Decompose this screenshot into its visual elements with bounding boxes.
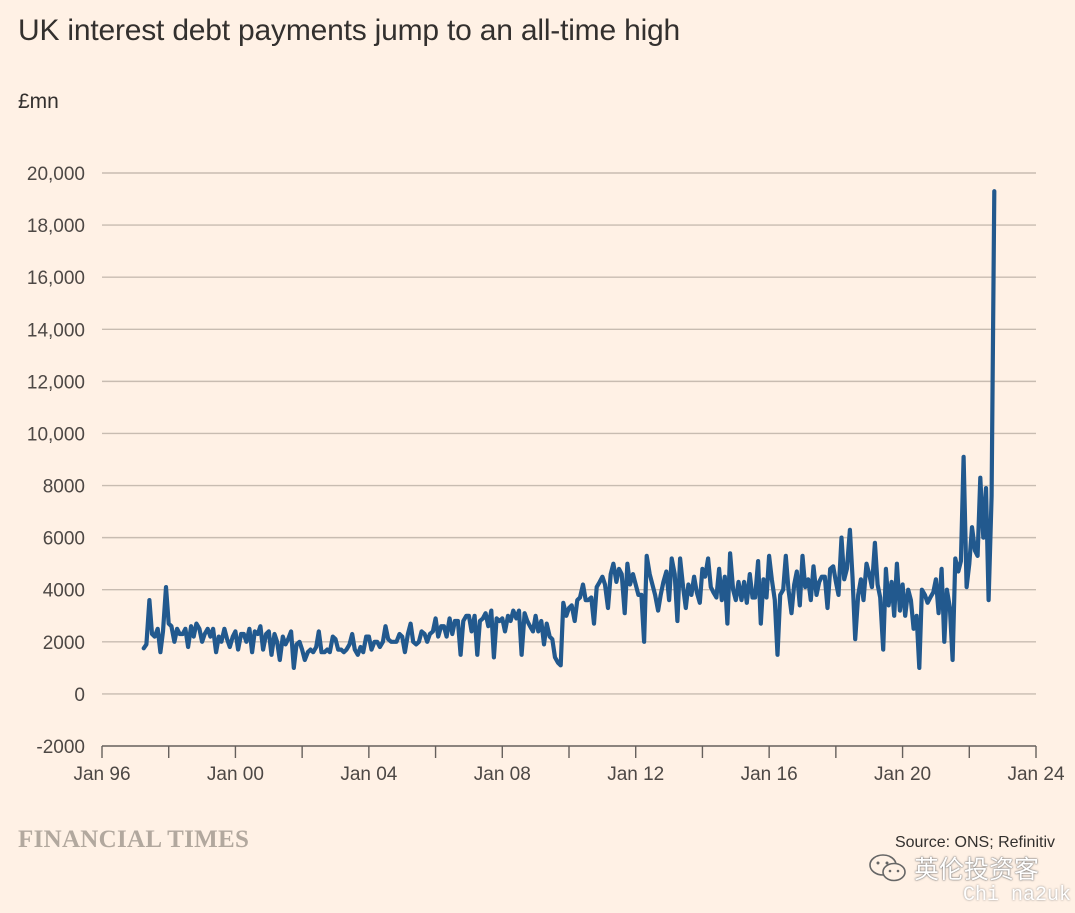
x-tick-label-7: Jan 24 [1007, 764, 1064, 785]
y-tick-label-10: 0 [74, 685, 85, 706]
y-tick-label-8: 4000 [43, 581, 85, 602]
x-tick-label-2: Jan 04 [340, 764, 397, 785]
watermark-text: 英伦投资客 [913, 856, 1039, 884]
y-tick-label-11: -2000 [36, 737, 85, 758]
x-tick-label-0: Jan 96 [73, 764, 130, 785]
x-axis: Jan 96 Jan 00 Jan 04 Jan 08 Jan 12 Jan 16 Jan … [73, 745, 1065, 785]
y-tick-label-1: 18,000 [27, 216, 85, 237]
source-note: Source: ONS; Refinitiv [894, 834, 1055, 851]
y-tick-label-5: 10,000 [27, 424, 85, 445]
chart-title: UK interest debt payments jump to an all… [18, 14, 680, 47]
y-tick-label-9: 2000 [43, 633, 85, 654]
y-tick-label-0: 20,000 [27, 164, 85, 185]
ft-logo: FINANCIAL TIMES [18, 826, 250, 853]
series-line-0 [141, 189, 997, 670]
y-tick-label-6: 8000 [43, 477, 85, 498]
x-tick-label-4: Jan 12 [607, 764, 664, 785]
series-layer [141, 189, 997, 670]
y-tick-label-7: 6000 [43, 529, 85, 550]
wechat-watermark: 英伦投资客 [868, 850, 1039, 886]
y-axis-tick-labels: 20,000 18,000 16,000 14,000 12,000 10,000 8000… [27, 164, 85, 758]
y-tick-label-3: 14,000 [27, 320, 85, 341]
y-unit-label: £mn [18, 90, 59, 113]
x-tick-label-3: Jan 08 [474, 764, 531, 785]
y-tick-label-2: 16,000 [27, 268, 85, 289]
wechat-icon [869, 854, 906, 882]
x-tick-label-5: Jan 16 [741, 764, 798, 785]
x-tick-label-6: Jan 20 [874, 764, 931, 785]
y-tick-label-4: 12,000 [27, 372, 85, 393]
watermark-subtext: Chi na2uk [962, 884, 1071, 907]
x-tick-label-1: Jan 00 [207, 764, 264, 785]
